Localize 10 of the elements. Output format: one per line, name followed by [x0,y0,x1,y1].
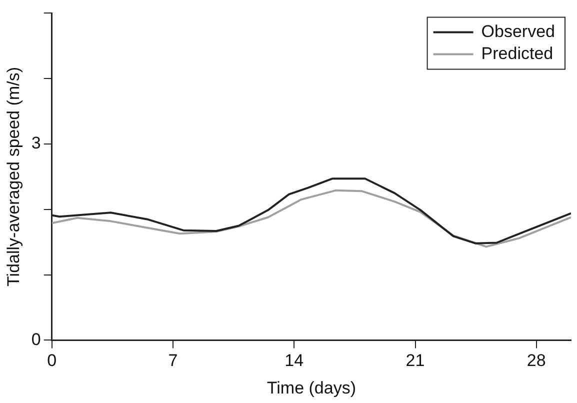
x-tick-label: 14 [284,351,304,370]
y-tick-label: 3 [31,134,41,153]
legend-label: Predicted [481,44,554,63]
y-axis-title: Tidally-averaged speed (m/s) [4,66,23,286]
x-tick-label: 7 [168,351,178,370]
x-tick-label: 0 [47,351,57,370]
x-axis-title: Time (days) [266,378,356,398]
x-tick-label: 28 [526,351,546,370]
legend-label: Observed [481,22,555,41]
x-tick-label: 21 [406,351,425,370]
